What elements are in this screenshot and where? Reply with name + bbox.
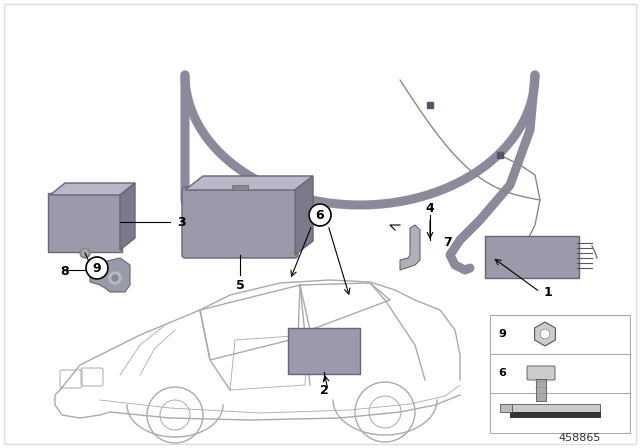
FancyBboxPatch shape: [232, 185, 248, 190]
Polygon shape: [120, 183, 135, 250]
FancyBboxPatch shape: [288, 328, 360, 374]
Polygon shape: [185, 176, 313, 190]
Circle shape: [112, 275, 118, 281]
Text: 458865: 458865: [559, 433, 601, 443]
Circle shape: [540, 329, 550, 339]
Text: 8: 8: [61, 264, 69, 277]
FancyBboxPatch shape: [490, 315, 630, 433]
Text: 9: 9: [93, 262, 101, 275]
Text: 2: 2: [319, 383, 328, 396]
Circle shape: [86, 257, 108, 279]
FancyBboxPatch shape: [510, 404, 600, 412]
FancyBboxPatch shape: [500, 404, 512, 412]
Circle shape: [309, 204, 331, 226]
Text: 6: 6: [316, 208, 324, 221]
Text: 3: 3: [178, 215, 186, 228]
FancyBboxPatch shape: [527, 366, 555, 380]
Polygon shape: [295, 176, 313, 255]
Polygon shape: [90, 258, 130, 292]
FancyBboxPatch shape: [485, 236, 579, 278]
FancyBboxPatch shape: [510, 412, 600, 417]
Circle shape: [109, 272, 121, 284]
Text: 4: 4: [426, 202, 435, 215]
Text: 9: 9: [498, 329, 506, 339]
FancyBboxPatch shape: [48, 193, 122, 252]
Text: 7: 7: [443, 236, 451, 249]
Circle shape: [80, 248, 90, 258]
Polygon shape: [534, 322, 556, 346]
Circle shape: [82, 250, 88, 256]
Polygon shape: [50, 183, 135, 195]
Text: 6: 6: [498, 368, 506, 378]
Text: 5: 5: [236, 279, 244, 292]
FancyBboxPatch shape: [182, 187, 298, 258]
Text: 1: 1: [543, 285, 552, 298]
Polygon shape: [400, 225, 420, 270]
FancyBboxPatch shape: [536, 379, 546, 401]
